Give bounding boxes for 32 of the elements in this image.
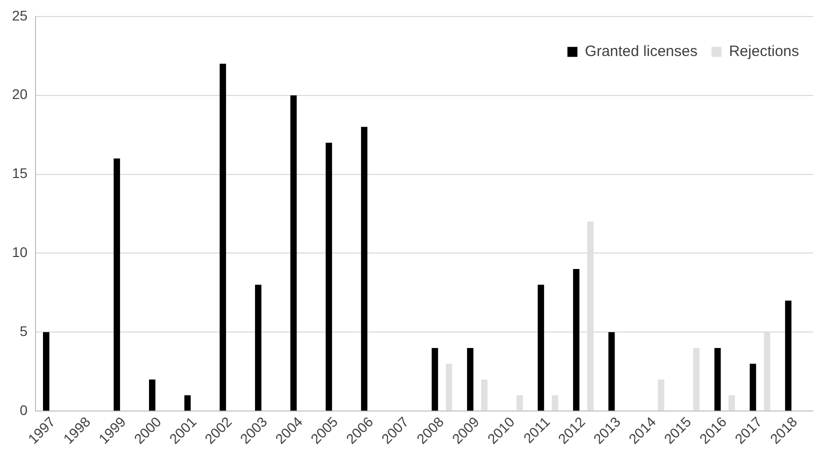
bar xyxy=(608,332,615,411)
y-tick-label: 0 xyxy=(20,402,28,418)
bar xyxy=(184,395,191,411)
bar xyxy=(538,284,544,411)
bar xyxy=(361,126,368,411)
bar xyxy=(149,380,156,411)
bar xyxy=(750,364,756,411)
bar xyxy=(658,380,664,411)
bar xyxy=(467,348,474,411)
bar xyxy=(785,300,792,411)
bar xyxy=(290,95,297,411)
bar xyxy=(255,284,262,411)
y-tick-label: 15 xyxy=(12,165,28,182)
legend-label: Granted licenses xyxy=(584,43,698,60)
bar xyxy=(693,348,700,411)
bar xyxy=(446,364,452,411)
y-tick-label: 10 xyxy=(12,244,28,260)
bar xyxy=(728,395,735,411)
bar xyxy=(220,64,226,411)
bar xyxy=(42,332,50,411)
bar xyxy=(573,269,580,411)
bar xyxy=(714,348,721,411)
legend-label: Rejections xyxy=(728,43,800,60)
bar xyxy=(481,380,488,411)
y-tick-label: 25 xyxy=(12,7,28,24)
bar xyxy=(516,395,523,411)
bar xyxy=(432,348,438,411)
bar xyxy=(326,142,332,411)
y-tick-label: 20 xyxy=(12,86,28,102)
bar xyxy=(114,158,120,411)
y-tick-label: 5 xyxy=(20,323,28,340)
bar xyxy=(552,395,558,411)
